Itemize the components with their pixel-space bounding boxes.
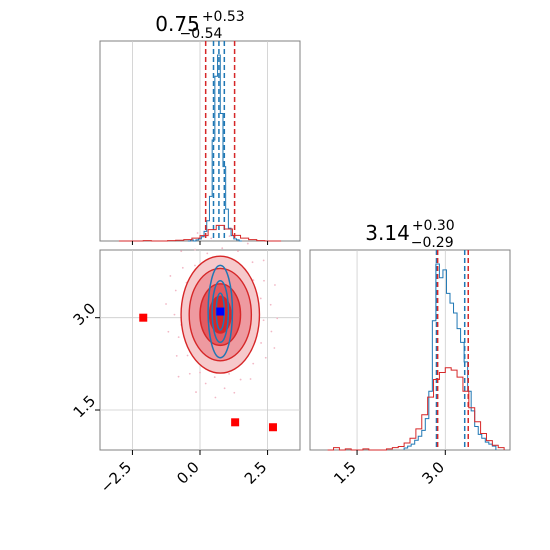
scatter-point xyxy=(274,284,276,286)
contour-blue xyxy=(207,264,234,359)
scatter-point xyxy=(177,336,180,339)
scatter-point xyxy=(262,319,265,322)
scatter-point xyxy=(173,313,176,316)
outlier-marker xyxy=(268,423,277,432)
contour-blue xyxy=(211,280,230,344)
panel-bottom-right-histogram xyxy=(309,249,511,451)
scatter-point xyxy=(276,317,279,320)
y-tick-label: 1.5 xyxy=(70,392,100,422)
scatter-point xyxy=(194,264,196,267)
scatter-point xyxy=(252,362,255,365)
scatter-point xyxy=(269,303,272,306)
scatter-point xyxy=(177,375,180,378)
scatter-point xyxy=(213,376,216,379)
outlier-marker xyxy=(139,313,148,322)
best-fit-marker xyxy=(216,307,225,316)
scatter-point xyxy=(260,342,262,344)
x-tick-label: 1.5 xyxy=(330,458,360,488)
scatter-point xyxy=(251,261,254,264)
x-tick-label: −2.5 xyxy=(97,458,135,496)
title-2-minus: −0.29 xyxy=(411,235,454,251)
scatter-point xyxy=(228,373,230,375)
scatter-point xyxy=(259,297,262,300)
title-2-plus: +0.30 xyxy=(412,218,455,234)
scatter-point xyxy=(165,303,167,305)
scatter-point xyxy=(175,355,178,357)
scatter-point xyxy=(264,356,267,359)
scatter-point xyxy=(233,391,236,394)
title-2: 3.14 +0.30 −0.29 xyxy=(365,218,454,251)
scatter-point xyxy=(188,372,191,375)
scatter-point xyxy=(167,330,170,333)
scatter-point xyxy=(199,371,201,374)
scatter-point xyxy=(181,266,184,269)
scatter-point xyxy=(210,237,213,240)
panel-top-left-histogram xyxy=(99,40,301,242)
scatter-point xyxy=(273,347,276,349)
scatter-point xyxy=(174,289,177,292)
histogram-step xyxy=(187,54,242,242)
histogram-step xyxy=(403,263,497,450)
scatter-point xyxy=(249,378,252,380)
x-tick-label: 0.0 xyxy=(173,458,203,488)
title-1-plus: +0.53 xyxy=(202,9,245,25)
y-tick-label: 3.0 xyxy=(70,299,100,329)
panel-frame xyxy=(309,249,511,451)
scatter-point xyxy=(196,232,199,234)
scatter-point xyxy=(206,252,209,255)
scatter-point xyxy=(169,275,172,277)
title-1-minus: −0.54 xyxy=(180,26,223,42)
scatter-point xyxy=(204,382,207,385)
scatter-point xyxy=(270,330,273,333)
histogram-step xyxy=(327,367,505,451)
scatter-point xyxy=(195,391,197,393)
scatter-point xyxy=(180,250,183,253)
scatter-point xyxy=(221,247,224,250)
scatter-point xyxy=(237,250,239,252)
scatter-point xyxy=(263,279,265,282)
scatter-point xyxy=(246,242,249,245)
scatter-point xyxy=(228,235,231,238)
panel-bottom-left-contour xyxy=(99,232,301,451)
scatter-point xyxy=(194,248,196,251)
title-1: 0.75 +0.53 −0.54 xyxy=(155,9,244,42)
title-1-value: 0.75 xyxy=(155,12,200,36)
scatter-point xyxy=(186,354,189,357)
outlier-marker xyxy=(231,418,240,427)
scatter-point xyxy=(239,378,242,381)
title-2-value: 3.14 xyxy=(365,221,410,245)
contour-blue xyxy=(215,292,226,331)
scatter-point xyxy=(262,259,265,262)
scatter-point xyxy=(214,396,217,399)
x-tick-label: 2.5 xyxy=(241,458,271,488)
scatter-point xyxy=(223,387,226,390)
x-tick-label: 3.0 xyxy=(419,458,449,488)
histogram-step xyxy=(118,224,282,242)
